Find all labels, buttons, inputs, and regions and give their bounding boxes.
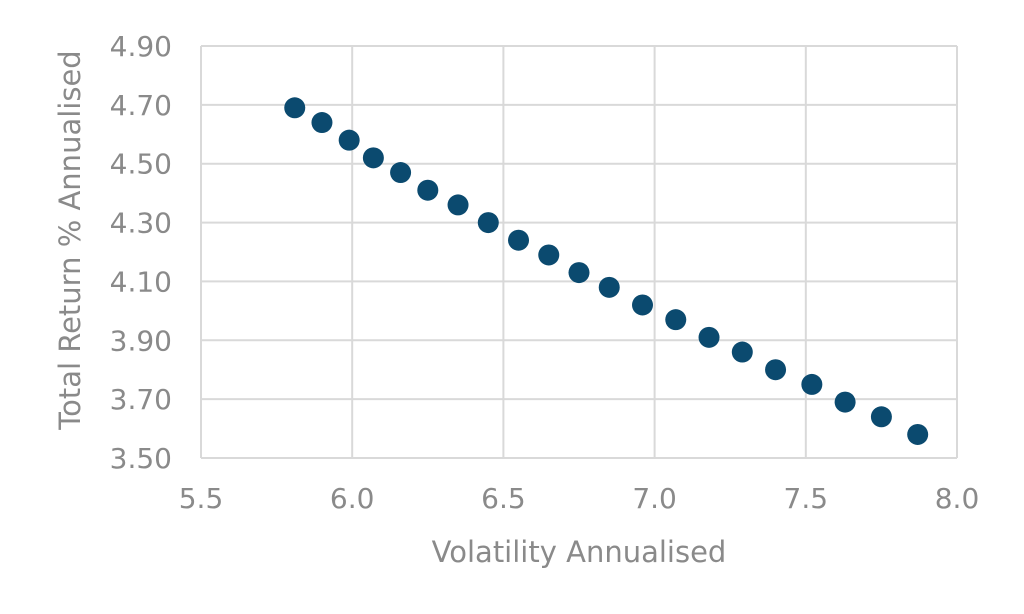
x-tick-label: 5.5	[179, 482, 224, 515]
y-tick-label: 3.70	[110, 383, 172, 416]
data-point	[907, 423, 929, 445]
x-axis-title: Volatility Annualised	[432, 535, 727, 569]
data-point	[311, 112, 333, 134]
y-tick-label: 4.50	[110, 148, 172, 181]
data-points	[284, 97, 929, 445]
y-tick-label: 3.90	[110, 324, 172, 357]
data-point	[508, 229, 530, 251]
data-point	[698, 326, 720, 348]
y-tick-label: 4.70	[110, 89, 172, 122]
y-tick-label: 3.50	[110, 442, 172, 475]
data-point	[538, 244, 560, 266]
y-axis-tick-labels: 3.50 3.70 3.90 4.10 4.30 4.50 4.70 4.90	[110, 30, 172, 475]
data-point	[870, 406, 892, 428]
data-point	[338, 129, 360, 151]
data-point	[632, 294, 654, 316]
data-point	[477, 212, 499, 234]
data-point	[765, 359, 787, 381]
x-tick-label: 6.0	[330, 482, 375, 515]
data-point	[731, 341, 753, 363]
x-tick-label: 7.0	[632, 482, 677, 515]
data-point	[284, 97, 306, 119]
data-point	[447, 194, 469, 216]
data-point	[568, 262, 590, 284]
data-point	[362, 147, 384, 169]
data-point	[801, 373, 823, 395]
data-point	[598, 276, 620, 298]
y-tick-label: 4.30	[110, 207, 172, 240]
y-tick-label: 4.90	[110, 30, 172, 63]
data-point	[665, 309, 687, 331]
data-point	[417, 179, 439, 201]
x-axis-tick-labels: 5.5 6.0 6.5 7.0 7.5 8.0	[179, 482, 980, 515]
y-tick-label: 4.10	[110, 265, 172, 298]
y-axis-title: Total Return % Annualised	[53, 50, 87, 430]
x-tick-label: 8.0	[935, 482, 980, 515]
x-tick-label: 7.5	[784, 482, 829, 515]
data-point	[834, 391, 856, 413]
data-point	[390, 162, 412, 184]
x-tick-label: 6.5	[481, 482, 526, 515]
